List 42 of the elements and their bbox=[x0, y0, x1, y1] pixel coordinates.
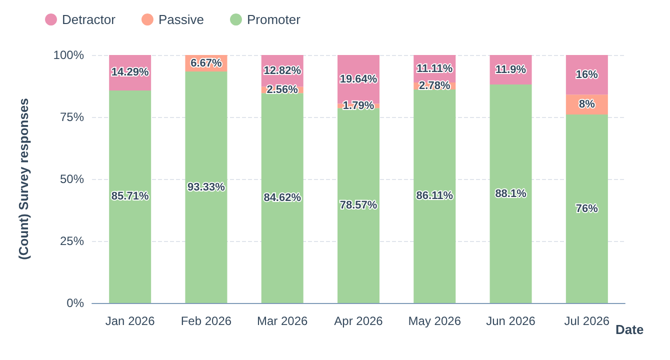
x-tick-label: Jan 2026 bbox=[105, 314, 156, 328]
data-label: 14.29% bbox=[111, 66, 149, 79]
x-tick-label: Jul 2026 bbox=[564, 314, 610, 328]
x-tick-label: Feb 2026 bbox=[180, 314, 232, 328]
data-label: 85.71% bbox=[111, 190, 149, 203]
data-label: 1.79% bbox=[342, 100, 374, 112]
legend-label: Detractor bbox=[62, 12, 116, 27]
data-label: 93.33% bbox=[188, 181, 226, 194]
data-label: 86.11% bbox=[416, 190, 454, 202]
data-label: 84.62% bbox=[264, 192, 302, 204]
data-label: 11.11% bbox=[416, 62, 453, 75]
data-label: 88.1% bbox=[495, 188, 527, 200]
data-label: 8% bbox=[578, 98, 596, 111]
data-label: 12.82% bbox=[264, 64, 302, 77]
y-tick-label: 50% bbox=[60, 172, 84, 186]
legend-label: Promoter bbox=[246, 12, 302, 27]
data-label: 76% bbox=[576, 202, 598, 215]
x-tick-label: Mar 2026 bbox=[257, 314, 308, 328]
bar bbox=[261, 93, 304, 303]
y-axis-title: (Count) Survey responses bbox=[16, 98, 31, 260]
y-tick-label: 75% bbox=[60, 110, 84, 124]
y-tick-label: 100% bbox=[53, 48, 84, 62]
legend-label: Passive bbox=[158, 12, 204, 27]
data-label: 16% bbox=[576, 68, 598, 81]
y-tick-label: 25% bbox=[60, 234, 84, 248]
bar bbox=[185, 72, 228, 303]
x-tick-label: May 2026 bbox=[408, 314, 462, 328]
data-label: 6.67% bbox=[190, 57, 222, 70]
x-axis-title: Date bbox=[616, 322, 644, 337]
data-label: 2.78% bbox=[419, 80, 450, 92]
data-label: 2.56% bbox=[266, 84, 298, 96]
bar bbox=[490, 84, 532, 303]
data-label: 19.64% bbox=[340, 73, 378, 86]
bar bbox=[109, 90, 152, 303]
bar bbox=[414, 89, 456, 303]
bar bbox=[338, 108, 380, 303]
x-tick-label: Jun 2026 bbox=[486, 314, 536, 328]
y-tick-label: 0% bbox=[66, 296, 84, 310]
data-label: 11.9% bbox=[495, 64, 526, 76]
bar bbox=[566, 114, 608, 303]
x-tick-label: Apr 2026 bbox=[334, 314, 384, 328]
data-label: 78.57% bbox=[340, 200, 378, 212]
